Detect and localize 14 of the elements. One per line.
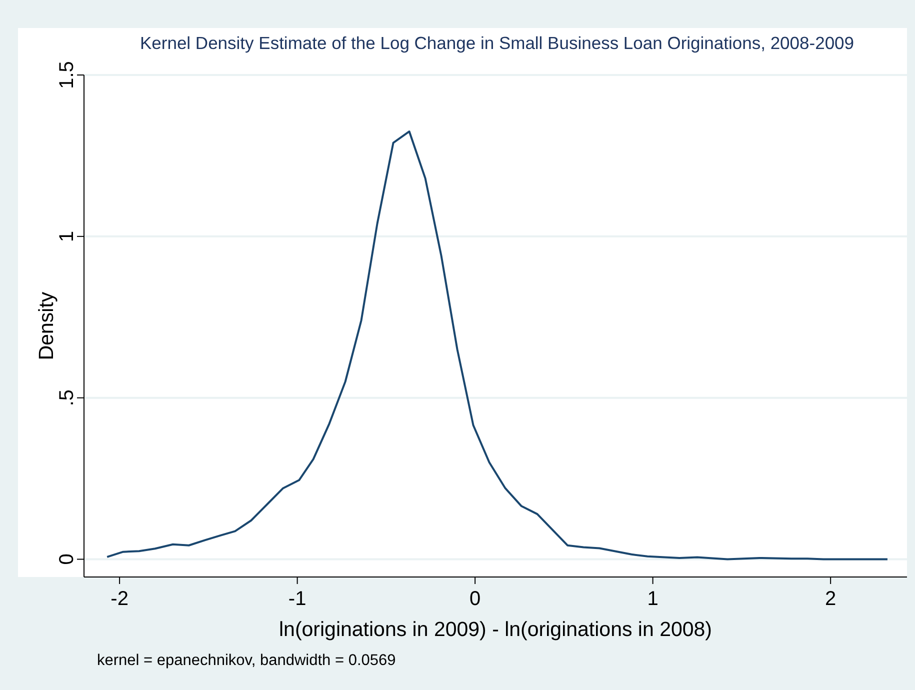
x-tick-label: 1 (647, 588, 658, 610)
x-tick-label: 0 (469, 588, 481, 610)
text: kernel = epanechnikov, bandwidth = 0.0569 (97, 652, 396, 669)
y-tick-label: .5 (56, 389, 78, 406)
line-series (106, 130, 888, 560)
x-tick-label: 2 (825, 588, 836, 610)
y-tick-label: 0 (56, 554, 78, 565)
x-tick-label: -1 (288, 588, 306, 610)
y-tick-label: 1.5 (56, 61, 78, 89)
x-axis-title: ln(originations in 2009) - ln(originations in 2008) (278, 618, 712, 641)
x-tick-label: -2 (110, 588, 128, 610)
y-tick-label: 1 (56, 230, 78, 242)
chart-title: Kernel Density Estimate of the Log Change in Small Business Loan Originations, 2008-2009 (140, 33, 854, 53)
y-axis-title: Density (35, 291, 58, 360)
